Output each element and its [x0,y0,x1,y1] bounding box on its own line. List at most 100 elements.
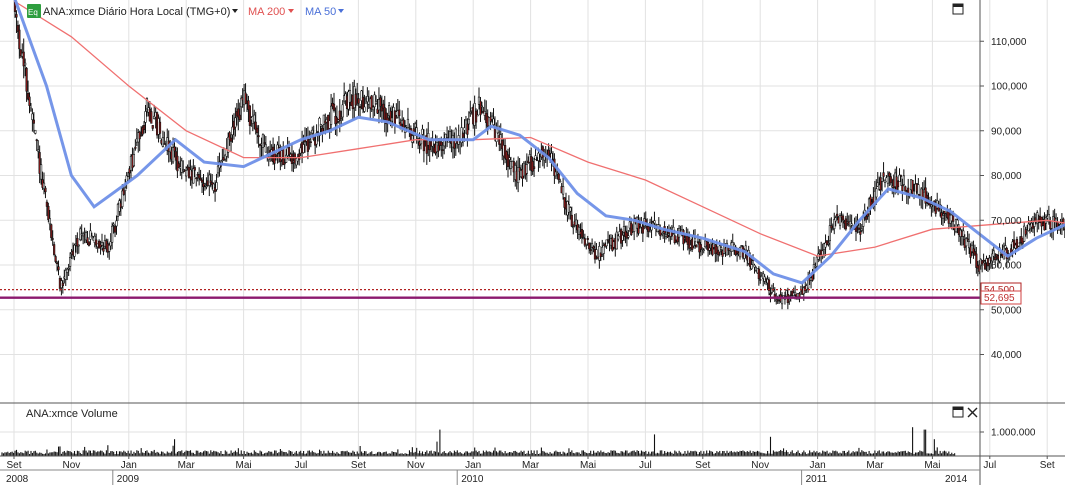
price-candle-body [231,126,234,136]
price-candle-body [287,147,291,155]
price-candle-body [699,244,702,250]
price-candle-body [547,149,550,156]
month-tick-label: Jul [983,460,996,471]
price-candle-body [744,245,747,251]
price-candle-body [141,127,144,135]
price-candle-body [965,238,968,247]
price-candle-body [833,219,836,229]
year-tick-label: 2014 [945,474,968,485]
price-candle-body [991,253,994,262]
price-candle-body [467,118,470,125]
price-candle-body [224,154,227,160]
price-candle-body [1004,245,1007,249]
price-candle-body [982,259,985,262]
price-candle-body [55,262,59,265]
price-candle-body [66,268,69,273]
ma200-line [13,0,1065,257]
price-candle-body [585,243,588,246]
price-candle-body [109,241,112,247]
price-candle-body [363,106,366,112]
price-candle-body [904,186,907,192]
price-candle-body [606,239,610,241]
price-candle-body [398,109,401,117]
price-candle-body [26,92,30,100]
volume-panel-maximize-icon[interactable] [952,406,964,418]
price-panel-maximize-icon[interactable] [952,3,964,15]
price-candle-body [1040,216,1043,227]
price-candle-body [374,100,378,105]
price-candle-body [930,204,933,207]
price-candle-body [240,97,243,108]
price-tick-label: 70,000 [991,216,1022,227]
price-candle-body [969,246,972,258]
price-candle-body [1049,221,1052,229]
price-candle-body [575,219,578,226]
price-candle-body [896,181,900,188]
price-candle-body [254,121,257,130]
instrument-title[interactable]: ANA:xmce Diário Hora Local (TMG+0) [43,6,230,18]
price-candle-body [911,179,914,195]
price-candle-body [466,123,469,135]
price-candle-body [315,132,318,145]
price-candle-body [361,96,365,110]
price-candle-body [899,175,903,177]
price-candle-body [479,100,482,116]
price-candle-body [38,152,41,174]
price-levels [0,289,980,299]
ma50-legend[interactable]: MA 50 [305,6,336,18]
price-candle-body [461,133,465,138]
price-candle-body [134,146,137,149]
price-candle-body [994,256,997,261]
price-candle-body [476,114,479,117]
price-candle-body [311,129,314,134]
price-candle-body [793,291,797,296]
price-candle-body [962,230,965,237]
price-candle-body [419,139,423,145]
legend: Eq ANA:xmce Diário Hora Local (TMG+0) MA… [27,4,344,18]
price-candle-body [22,51,25,67]
price-candle-body [257,135,260,138]
price-candle-body [973,251,976,256]
price-candle-body [34,129,37,134]
month-tick-label: Mai [580,460,596,471]
price-candle-body [518,167,521,172]
price-candle-body [830,225,833,229]
ma200-dropdown-icon[interactable] [288,9,294,13]
price-candle-body [29,107,33,111]
price-candle-body [865,216,868,220]
price-candle-body [93,235,96,243]
ma200-legend[interactable]: MA 200 [248,6,285,18]
price-candle-body [490,115,494,120]
price-candle-body [290,153,294,165]
price-candle-body [87,241,91,246]
month-tick-label: Jan [465,460,481,471]
price-candle-body [329,105,333,125]
price-candle-body [972,248,975,254]
price-candle-body [641,225,644,234]
volume-panel-close-icon[interactable] [967,407,978,418]
price-candle-body [77,244,80,247]
price-candle-body [208,174,211,186]
price-candle-body [561,186,565,195]
price-candle-body [318,117,321,136]
ma50-dropdown-icon[interactable] [338,9,344,13]
price-candle-body [389,110,392,121]
price-candle-body [666,235,669,238]
price-candle-body [738,246,742,258]
price-candle-body [838,215,842,226]
price-tick-label: 80,000 [991,171,1022,182]
price-candle-body [879,177,882,191]
current-price-tag: 52,695 [980,290,1022,305]
price-candle-body [108,244,111,252]
price-candle-body [238,114,241,120]
instrument-dropdown-icon[interactable] [232,9,238,13]
price-candle-body [73,244,76,257]
price-candle-body [834,217,837,222]
price-candle-body [61,282,64,287]
price-candle-body [538,160,541,163]
price-candle-body [102,248,105,252]
price-tick-label: 100,000 [991,82,1028,93]
price-candle-body [943,210,946,214]
